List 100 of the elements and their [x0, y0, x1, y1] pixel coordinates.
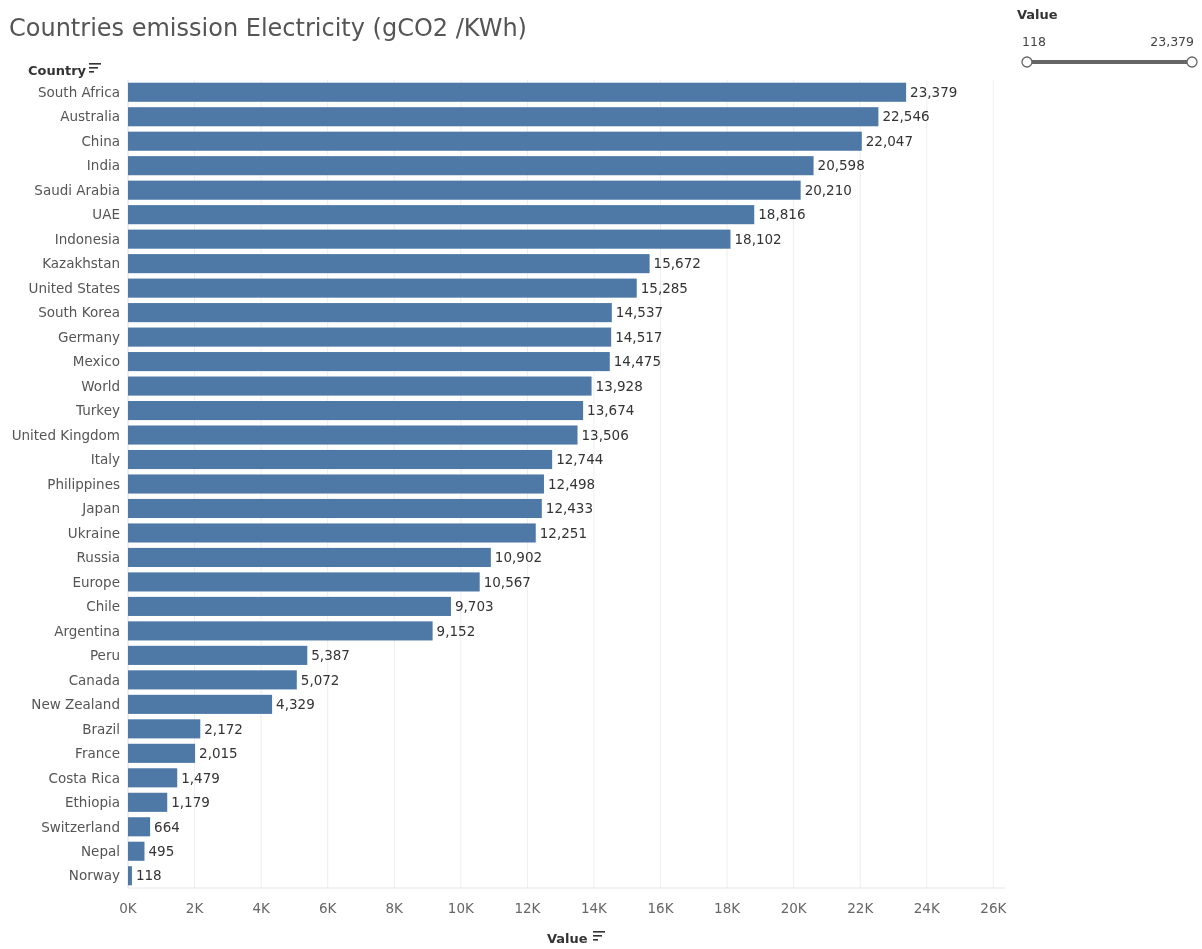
y-tick-label: Norway	[68, 867, 120, 884]
text: 23,379	[1150, 34, 1195, 49]
x-tick-label: 16K	[647, 900, 675, 916]
data-label: 15,285	[640, 279, 688, 296]
y-tick-label: Argentina	[54, 622, 120, 639]
bar	[128, 474, 544, 494]
bar	[128, 596, 451, 616]
bar	[128, 229, 731, 249]
x-tick-label: 20K	[780, 900, 808, 916]
y-tick-label: Brazil	[82, 720, 120, 737]
y-tick-label: Nepal	[81, 843, 120, 859]
data-label: 18,102	[734, 230, 782, 247]
y-tick-label: Peru	[89, 647, 120, 664]
x-tick-label: 14K	[580, 900, 609, 916]
y-tick-label: Mexico	[72, 353, 120, 370]
data-label: 20,598	[817, 157, 865, 174]
y-tick-label: United States	[28, 279, 120, 296]
bar	[128, 719, 201, 739]
bar	[128, 841, 145, 861]
bar	[128, 131, 862, 151]
y-tick-label: Turkey	[75, 402, 121, 419]
data-label: 9,152	[436, 622, 476, 639]
y-tick-label: Ukraine	[67, 524, 120, 541]
y-tick-label: Europe	[72, 573, 120, 590]
y-tick-label: Kazakhstan	[42, 255, 120, 272]
y-tick-label: Italy	[90, 451, 120, 468]
y-tick-label: Indonesia	[54, 230, 120, 247]
bar	[128, 180, 801, 200]
bar	[128, 278, 637, 298]
bar	[128, 82, 907, 102]
data-label: 1,479	[181, 769, 220, 786]
bar	[128, 205, 755, 225]
y-tick-label: World	[81, 377, 120, 394]
y-tick-label: Russia	[76, 549, 120, 566]
x-tick-label: 8K	[385, 900, 405, 916]
bar	[128, 401, 584, 421]
bar	[128, 376, 592, 396]
data-label: 2,172	[204, 720, 243, 737]
y-tick-label: France	[75, 745, 120, 762]
x-tick-label: 6K	[318, 900, 338, 916]
x-tick-label: 12K	[514, 900, 542, 916]
data-label: 4,329	[276, 696, 315, 713]
bar	[128, 572, 480, 592]
text: Value	[1017, 7, 1058, 22]
chart-title: Countries emission Electricity (gCO2 /KWh)	[9, 14, 527, 42]
y-tick-label: Switzerland	[41, 818, 120, 835]
x-axis-title: Value	[547, 931, 588, 946]
y-tick-label: India	[86, 157, 120, 174]
y-tick-label: United Kingdom	[11, 426, 120, 443]
bar	[128, 425, 578, 445]
data-label: 22,047	[865, 132, 914, 149]
y-tick-label: Costa Rica	[48, 769, 120, 786]
data-label: 1,179	[171, 794, 210, 811]
data-label: 14,517	[615, 328, 663, 345]
bar	[128, 768, 178, 788]
y-tick-label: UAE	[92, 206, 120, 223]
data-label: 23,379	[910, 83, 958, 100]
data-label: 13,674	[587, 402, 635, 419]
x-tick-label: 0K	[119, 900, 138, 916]
y-tick-label: Ethiopia	[65, 794, 120, 811]
bar	[128, 352, 610, 372]
data-label: 2,015	[199, 745, 238, 762]
y-axis-title: Country	[28, 63, 87, 78]
data-label: 15,672	[653, 255, 701, 272]
data-label: 12,744	[556, 451, 604, 468]
data-label: 12,251	[539, 524, 587, 541]
data-label: 10,567	[483, 573, 531, 590]
bar	[128, 498, 542, 519]
x-tick-label: 18K	[714, 900, 742, 916]
bar	[128, 792, 168, 812]
y-tick-label: New Zealand	[31, 696, 120, 713]
bar	[128, 156, 814, 176]
data-label: 22,546	[882, 108, 930, 125]
x-tick-label: 4K	[252, 900, 271, 916]
data-label: 495	[148, 843, 175, 859]
y-tick-label: Japan	[81, 500, 120, 517]
bar	[128, 817, 151, 837]
bar	[128, 303, 612, 323]
x-tick-label: 26K	[980, 900, 1008, 916]
bar	[128, 645, 308, 665]
y-tick-label: South Korea	[38, 304, 120, 321]
y-tick-label: China	[81, 132, 120, 149]
data-label: 10,902	[494, 549, 543, 566]
x-tick-label: 10K	[447, 900, 475, 916]
data-label: 5,387	[311, 647, 350, 664]
bar	[128, 107, 879, 127]
data-label: 5,072	[300, 671, 340, 688]
data-label: 118	[135, 867, 162, 884]
x-tick-label: 24K	[913, 900, 941, 916]
data-label: 20,210	[804, 181, 852, 198]
bar	[128, 694, 273, 714]
y-tick-label: Australia	[60, 108, 120, 125]
bar	[128, 523, 536, 543]
bar	[128, 866, 132, 886]
bar	[128, 547, 491, 567]
data-label: 664	[154, 818, 180, 835]
data-label: 12,433	[545, 500, 594, 517]
bar	[128, 670, 297, 690]
text: 118	[1022, 34, 1046, 49]
y-tick-label: South Africa	[37, 83, 120, 100]
